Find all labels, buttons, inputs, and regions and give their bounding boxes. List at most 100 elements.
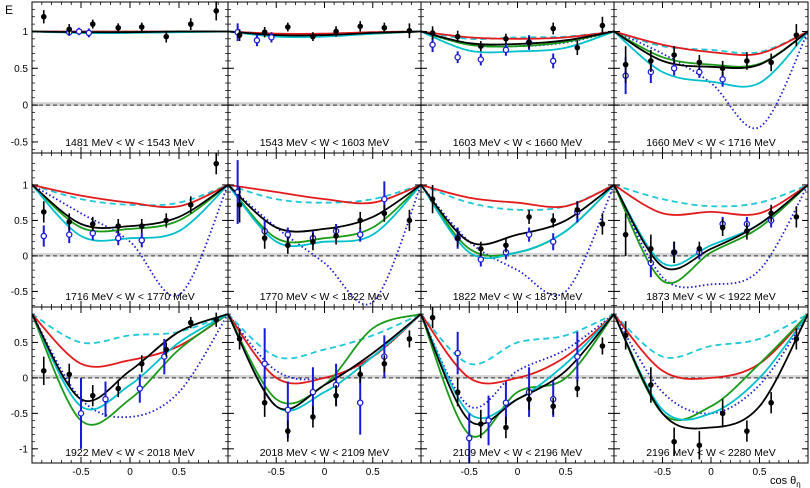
data-point-black [187, 316, 194, 329]
marker-black [478, 246, 484, 252]
model-curve-red [421, 184, 614, 209]
data-point-blue [454, 51, 461, 64]
marker-black [66, 26, 73, 33]
marker-blue [356, 399, 364, 406]
systematic-band [614, 102, 808, 106]
marker-black [236, 202, 243, 208]
panel-frame [227, 1, 422, 154]
data-point-black [261, 388, 268, 417]
data-point-black [40, 201, 47, 223]
model-curve-black [228, 184, 421, 233]
marker-black [406, 27, 413, 34]
data-point-blue [138, 233, 146, 248]
data-point-blue [136, 374, 144, 403]
data-point-black [648, 49, 654, 72]
x-tick-label: 0 [515, 467, 521, 478]
data-point-blue [114, 231, 122, 246]
marker-blue [502, 399, 510, 406]
marker-black [333, 28, 339, 35]
marker-blue [477, 256, 485, 263]
axis-labels: E cos θη [5, 3, 801, 488]
marker-black [285, 428, 291, 434]
marker-black [744, 58, 750, 64]
marker-black [406, 217, 413, 224]
data-point-black [719, 219, 726, 237]
panel-frame [31, 152, 229, 308]
data-point-blue [85, 28, 93, 38]
panel-w-range-label: 1543 MeV < W < 1603 MeV [260, 137, 390, 149]
data-point-black [768, 392, 774, 414]
data-point-black [671, 427, 677, 456]
marker-black [163, 33, 170, 40]
x-tick-label: -0.5 [268, 467, 286, 478]
marker-black [357, 23, 364, 30]
model-curve-black [228, 313, 421, 411]
marker-blue [485, 417, 492, 424]
marker-black [66, 371, 73, 378]
model-curve-cyan [614, 30, 808, 88]
marker-blue [502, 46, 510, 54]
model-curve-red [421, 30, 614, 40]
model-curve-cyan [421, 313, 614, 420]
data-point-black [719, 399, 726, 428]
model-curves [32, 30, 228, 34]
marker-black [115, 223, 122, 229]
y-tick-label: 1 [22, 27, 28, 38]
marker-black [454, 389, 461, 395]
model-curve-blue-dotted [32, 184, 228, 297]
marker-black [768, 399, 774, 406]
marker-blue [75, 28, 83, 35]
marker-black [163, 346, 170, 353]
marker-black [550, 403, 557, 410]
data-point-black [526, 388, 532, 410]
marker-blue [284, 231, 292, 238]
model-curve-green [421, 313, 614, 438]
systematic-band [421, 253, 614, 257]
data-point-black [429, 184, 436, 214]
marker-black [40, 368, 47, 374]
data-point-black [357, 211, 364, 229]
data-point-black [187, 18, 194, 30]
marker-black [285, 24, 291, 30]
model-curve-green [32, 184, 228, 233]
marker-black [574, 385, 581, 392]
data-point-black [115, 219, 122, 234]
panel-1: -0.5 0 0.5 1 1481 MeV < W < 1543 MeV [11, 1, 229, 154]
marker-black [526, 396, 532, 402]
marker-black [526, 214, 532, 220]
data-point-black [574, 40, 581, 56]
model-curve-blue-dotted [228, 313, 421, 381]
marker-black [550, 25, 557, 32]
panel-w-range-label: 1481 MeV < W < 1543 MeV [65, 137, 195, 149]
panel-6: 1770 MeV < W < 1822 MeV [227, 152, 422, 308]
marker-black [187, 202, 194, 208]
marker-black [333, 392, 339, 399]
marker-black [454, 33, 461, 40]
panel-11: -0.5 0 0.5 2109 MeV < W < 2196 MeV [420, 306, 615, 478]
y-tick-label: 0 [22, 101, 28, 112]
model-curve-red [614, 313, 808, 380]
data-point-black [285, 420, 291, 442]
data-point-black [357, 21, 364, 32]
y-axis-label: E [5, 3, 13, 17]
model-curves [421, 30, 614, 54]
marker-black [768, 59, 774, 66]
model-curve-cyan-dashed [421, 313, 614, 366]
data-point-black [671, 46, 677, 64]
data-point-black [333, 26, 339, 37]
marker-black [599, 22, 606, 29]
data-point-blue [549, 233, 557, 251]
data-point-black [599, 16, 606, 35]
marker-black [744, 228, 750, 234]
marker-black [40, 13, 47, 20]
data-point-black [406, 209, 413, 232]
data-point-black [454, 229, 461, 247]
y-tick-label: -0.5 [11, 287, 29, 298]
model-curves [614, 30, 808, 130]
data-point-black [163, 213, 170, 228]
marker-blue [77, 410, 85, 417]
marker-black [261, 235, 268, 241]
data-point-black [406, 23, 413, 39]
marker-black [381, 360, 388, 367]
model-curve-red [614, 184, 808, 216]
